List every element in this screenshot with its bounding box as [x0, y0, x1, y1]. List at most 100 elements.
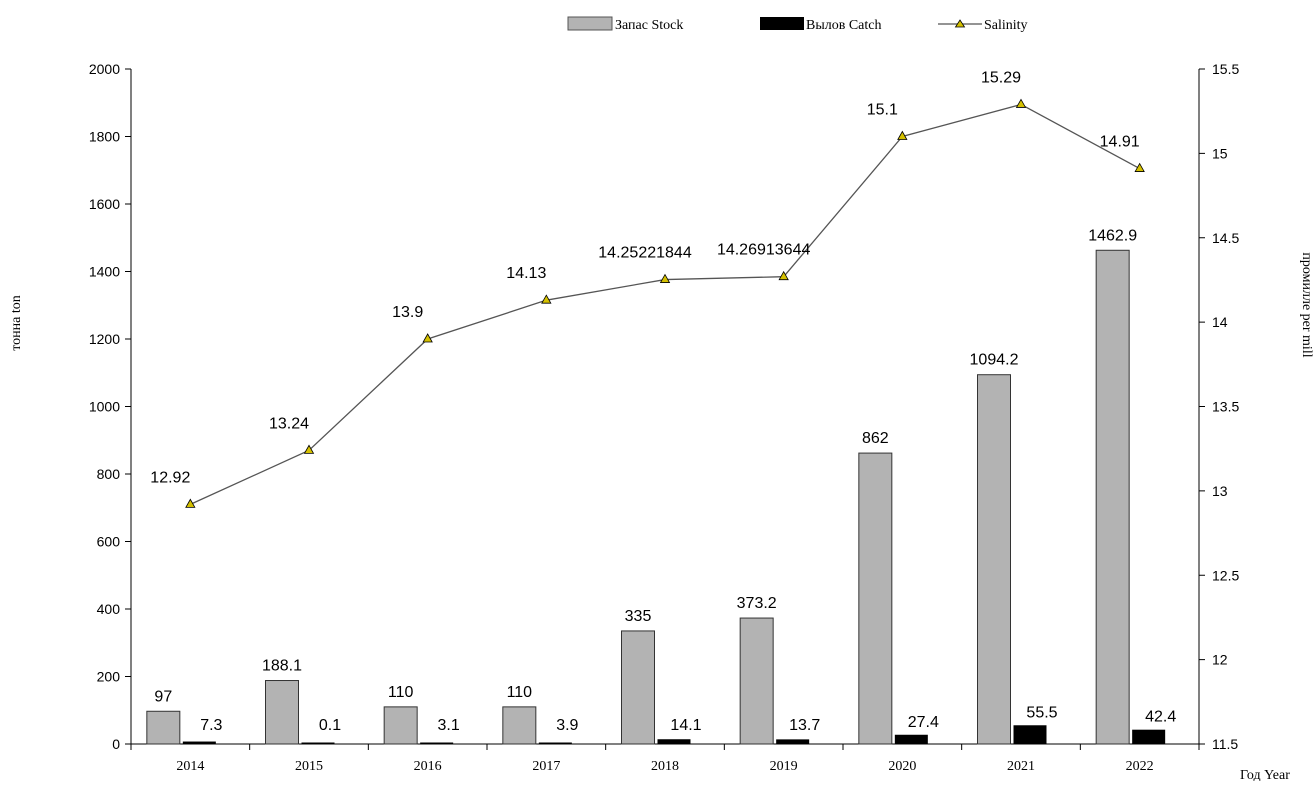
catch-bars: 7.3 0.1 3.1 3.9 14.1 13.7 27.4 55.5 42.4 — [182, 704, 1176, 744]
catch-value-label: 7.3 — [200, 717, 222, 734]
salinity-point — [778, 270, 789, 281]
y-axis-left-title: тонна ton — [9, 295, 24, 351]
stock-bar — [977, 374, 1011, 745]
x-tick-label: 2016 — [414, 759, 442, 774]
y2-tick-label: 14.5 — [1212, 230, 1239, 246]
stock-value-label: 373.2 — [737, 595, 777, 612]
stock-value-label: 862 — [862, 430, 889, 447]
x-tick-label: 2020 — [888, 759, 916, 774]
salinity-point — [659, 273, 671, 283]
y2-tick-label: 13 — [1212, 483, 1228, 499]
salinity-value-label: 12.92 — [150, 469, 190, 486]
x-tick-label: 2015 — [295, 759, 323, 774]
y2-tick-label: 15 — [1212, 145, 1228, 161]
x-tick-label: 2021 — [1007, 759, 1035, 774]
y-axis-right-title: промилле per mill — [1299, 252, 1314, 357]
salinity-point — [185, 498, 196, 508]
x-tick-label: 2022 — [1126, 759, 1154, 774]
y-axis-right: 11.5 12 12.5 13 13.5 14 14.5 15 15.5 — [1198, 61, 1239, 752]
salinity-value-label: 15.1 — [867, 102, 898, 119]
y-tick-label: 1400 — [89, 264, 120, 280]
stock-value-label: 1462.9 — [1088, 227, 1137, 244]
y2-tick-label: 12.5 — [1212, 567, 1239, 583]
x-axis-title: Год Year — [1240, 768, 1290, 781]
stock-bar — [265, 680, 299, 745]
stock-bar — [1095, 249, 1130, 745]
catch-value-label: 0.1 — [319, 717, 341, 734]
catch-bar — [776, 739, 810, 744]
salinity-value-label: 15.29 — [981, 69, 1021, 86]
catch-value-label: 42.4 — [1145, 709, 1176, 726]
stock-value-label: 97 — [154, 688, 172, 705]
y-tick-label: 1200 — [89, 331, 120, 347]
catch-bar — [182, 741, 216, 744]
y2-tick-label: 11.5 — [1212, 736, 1238, 752]
salinity-value-label: 14.26913644 — [717, 242, 811, 259]
catch-value-label: 27.4 — [908, 714, 939, 731]
catch-bar — [657, 739, 691, 744]
catch-bar — [301, 742, 335, 744]
y2-tick-label: 12 — [1212, 652, 1228, 668]
legend: Запас Stock Вылов Catch Salinity — [567, 16, 1028, 33]
legend-salinity-marker — [954, 19, 966, 28]
x-tick-label: 2018 — [651, 759, 679, 774]
salinity-point — [422, 333, 433, 343]
stock-bar — [502, 706, 537, 745]
stock-value-label: 110 — [388, 684, 414, 701]
salinity-point — [897, 130, 908, 140]
stock-bar — [739, 617, 774, 745]
salinity-point — [303, 444, 315, 454]
catch-value-label: 3.1 — [438, 717, 460, 734]
y2-tick-label: 15.5 — [1212, 61, 1239, 77]
legend-stock-swatch — [567, 16, 613, 31]
salinity-value-label: 14.91 — [1100, 134, 1140, 151]
y-tick-label: 1600 — [89, 196, 120, 212]
salinity-value-label: 14.25221844 — [598, 245, 692, 262]
salinity-line-group: 12.92 13.24 13.9 14.13 14.25221844 14.2691364… — [150, 69, 1145, 508]
y-axis-left: 0 200 400 600 800 1000 1200 1400 1600 1800 2000 — [89, 61, 132, 752]
stock-bar — [858, 452, 893, 745]
catch-bar — [1132, 729, 1166, 744]
salinity-value-label: 13.9 — [392, 304, 423, 321]
stock-value-label: 188.1 — [262, 658, 302, 675]
stock-bar — [146, 710, 181, 745]
stock-value-label: 335 — [625, 608, 652, 625]
legend-catch-label: Вылов Catch — [806, 18, 882, 33]
stock-bars: 97 188.1 110 110 335 373.2 862 1094.2 1462.9 — [146, 227, 1137, 745]
y2-tick-label: 14 — [1212, 314, 1228, 330]
stock-bar — [383, 706, 418, 745]
x-tick-label: 2019 — [770, 759, 798, 774]
y-tick-label: 1800 — [89, 129, 120, 145]
legend-salinity-label: Salinity — [984, 18, 1028, 33]
catch-value-label: 3.9 — [556, 717, 578, 734]
catch-value-label: 13.7 — [789, 717, 820, 734]
catch-value-label: 55.5 — [1026, 704, 1057, 721]
legend-stock-label: Запас Stock — [615, 18, 683, 33]
y-tick-label: 2000 — [89, 61, 120, 77]
y-tick-label: 200 — [97, 669, 121, 685]
catch-value-label: 14.1 — [670, 717, 701, 734]
catch-bar — [538, 742, 572, 744]
salinity-point — [1015, 98, 1027, 108]
salinity-value-label: 14.13 — [506, 265, 546, 282]
y-tick-label: 800 — [97, 466, 121, 482]
salinity-point — [541, 294, 552, 304]
x-tick-label: 2017 — [532, 759, 560, 774]
stock-bar — [621, 630, 655, 745]
y-tick-label: 600 — [97, 534, 121, 550]
catch-bar — [894, 734, 928, 744]
legend-catch-swatch — [760, 17, 804, 30]
y-tick-label: 400 — [97, 601, 121, 617]
salinity-point — [1134, 162, 1145, 172]
catch-bar — [1013, 725, 1047, 744]
catch-bar — [420, 742, 454, 744]
y-tick-label: 0 — [112, 736, 120, 752]
y-tick-label: 1000 — [89, 399, 120, 415]
stock-value-label: 1094.2 — [970, 352, 1019, 369]
y2-tick-label: 13.5 — [1212, 399, 1239, 415]
salinity-value-label: 13.24 — [269, 415, 309, 432]
stock-value-label: 110 — [507, 684, 533, 701]
x-tick-label: 2014 — [176, 759, 204, 774]
